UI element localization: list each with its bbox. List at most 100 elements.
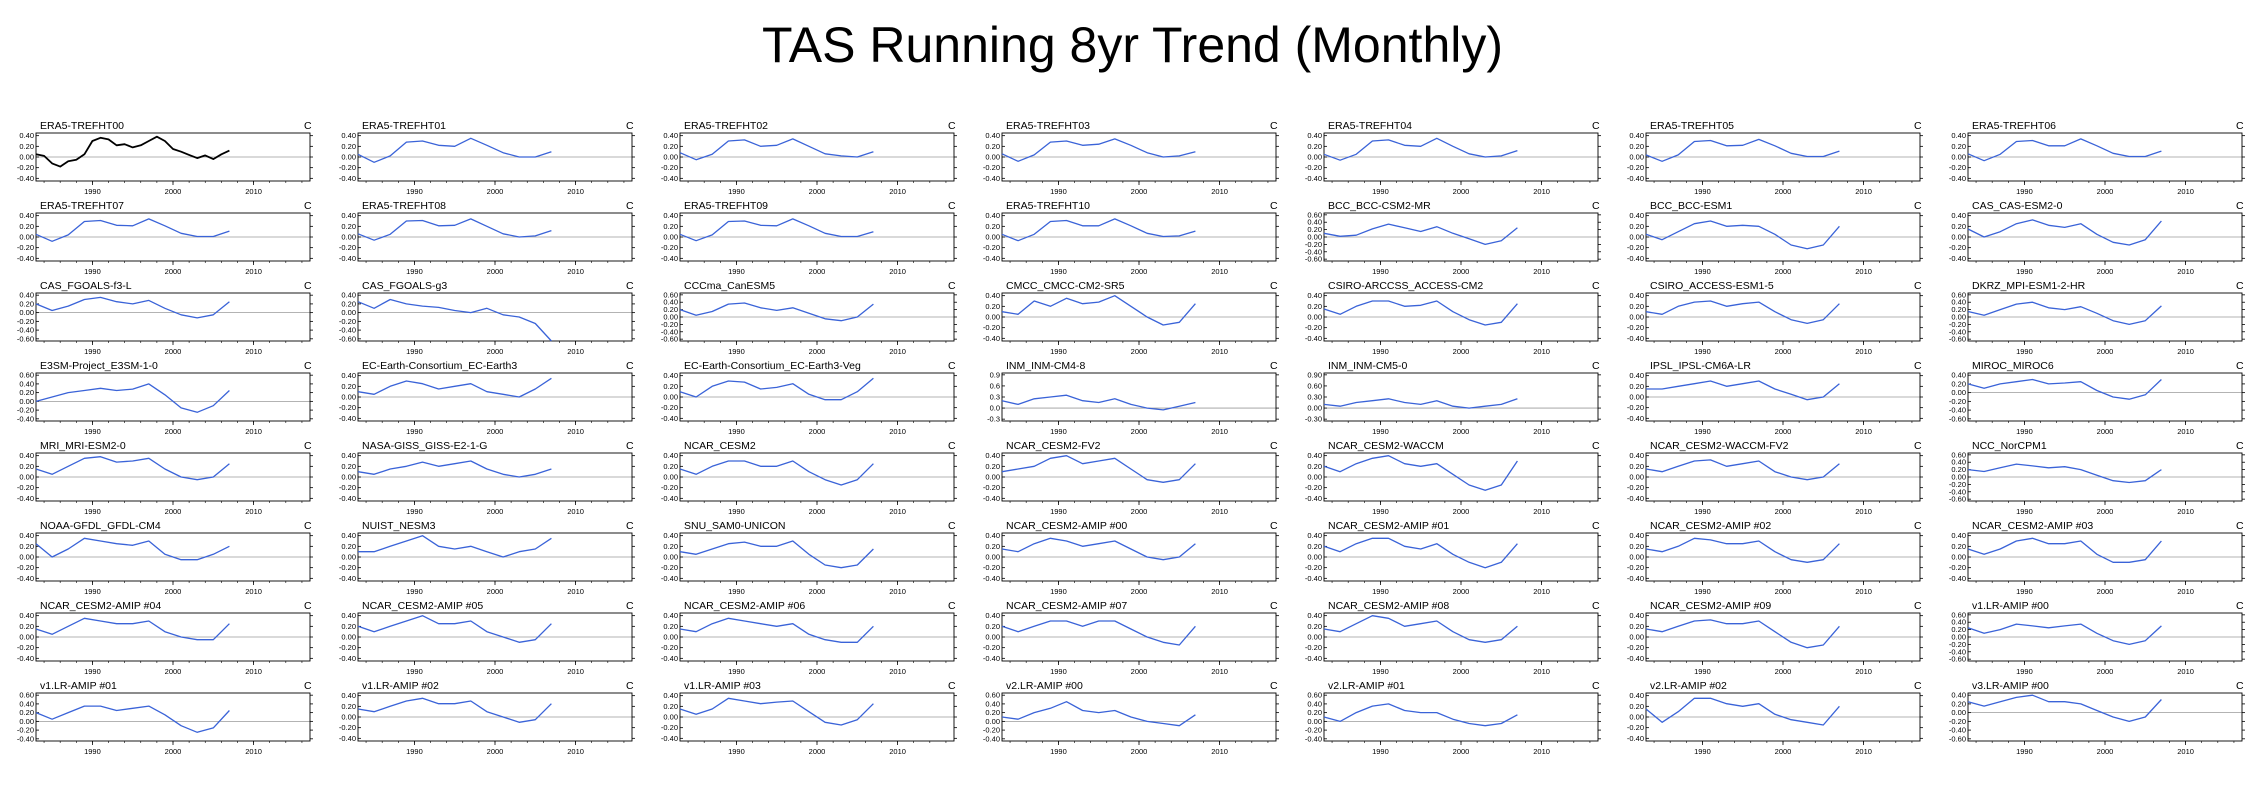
chart-panel: v2.LR-AMIP #00 C 0.60 0.40 0.20 0.00 -0.20 -0.4… — [980, 680, 1280, 762]
series-line — [357, 697, 552, 723]
y-tick-label: 0.3 — [990, 393, 1000, 402]
chart-panel: ERA5-TREFHT03 C 0.40 0.20 0.00 -0.20 -0.40 1990… — [980, 120, 1280, 202]
chart-panel: BCC_BCC-CSM2-MR C 0.60 0.40 0.20 0.00 -0.20 -0.… — [1302, 200, 1602, 282]
y-tick-label: -0.20 — [339, 563, 356, 572]
y-tick-label: -0.60 — [339, 334, 356, 343]
y-tick-label: -0.40 — [1949, 487, 1966, 496]
chart-panel: NASA-GISS_GISS-E2-1-G C 0.40 0.20 0.00 -0.20 -… — [336, 440, 636, 522]
y-tick-label: 0.00 — [1629, 393, 1644, 402]
x-tick-label: 2000 — [1775, 267, 1792, 276]
x-tick-label: 2010 — [2177, 587, 2194, 596]
x-tick-label: 2000 — [487, 747, 504, 756]
y-tick-label: -0.40 — [661, 174, 678, 183]
x-tick-label: 1990 — [1372, 587, 1389, 596]
x-tick-label: 2010 — [889, 427, 906, 436]
series-line — [1967, 378, 2162, 400]
x-tick-label: 2000 — [487, 347, 504, 356]
panel-unit-label: C — [2236, 200, 2244, 212]
y-tick-label: 0.20 — [663, 702, 678, 711]
y-tick-label: -0.20 — [1627, 723, 1644, 732]
chart-panel: NCAR_CESM2-AMIP #03 C 0.40 0.20 0.00 -0.20 -0.… — [1946, 520, 2246, 602]
x-tick-label: 2000 — [809, 507, 826, 516]
y-tick-label: 0.00 — [341, 633, 356, 642]
x-tick-label: 2000 — [809, 187, 826, 196]
panel-title: NCAR_CESM2-WACCM-FV2 — [1650, 440, 1789, 452]
y-tick-label: -0.20 — [17, 643, 34, 652]
panel-title: ERA5-TREFHT06 — [1972, 120, 2057, 132]
x-tick-label: 2010 — [567, 187, 584, 196]
x-tick-label: 2000 — [2097, 507, 2114, 516]
y-tick-label: 0.00 — [663, 713, 678, 722]
x-tick-label: 1990 — [84, 347, 101, 356]
x-tick-label: 1990 — [1372, 267, 1389, 276]
panel-title: NCAR_CESM2-AMIP #06 — [684, 600, 806, 612]
chart-panel: ERA5-TREFHT05 C 0.40 0.20 0.00 -0.20 -0.40 1990… — [1624, 120, 1924, 202]
panel-unit-label: C — [304, 360, 312, 372]
y-tick-label: 0.00 — [1629, 313, 1644, 322]
series-line — [1967, 301, 2162, 326]
x-tick-label: 2010 — [1533, 507, 1550, 516]
y-tick-label: 0.40 — [1951, 371, 1966, 380]
plot-frame — [1001, 372, 1277, 422]
x-tick-label: 1990 — [84, 747, 101, 756]
panel-unit-label: C — [1592, 520, 1600, 532]
panel-unit-label: C — [626, 680, 634, 692]
chart-panel: v1.LR-AMIP #03 C 0.40 0.20 0.00 -0.20 -0.40 199… — [658, 680, 958, 762]
y-tick-label: 0.20 — [1629, 222, 1644, 231]
y-tick-label: 0.20 — [1951, 542, 1966, 551]
x-tick-label: 2000 — [1453, 427, 1470, 436]
y-tick-label: -0.40 — [983, 254, 1000, 263]
chart-panel: CAS_CAS-ESM2-0 C 0.40 0.20 0.00 -0.20 -0.40 199… — [1946, 200, 2246, 282]
x-tick-label: 2010 — [567, 267, 584, 276]
panel-title: MIROC_MIROC6 — [1972, 360, 2054, 372]
y-tick-label: 0.40 — [341, 611, 356, 620]
y-tick-label: -0.20 — [661, 403, 678, 412]
y-tick-label: 0.20 — [985, 142, 1000, 151]
y-tick-label: 0.40 — [19, 699, 34, 708]
y-tick-label: -0.20 — [661, 320, 678, 329]
series-line — [1001, 295, 1196, 326]
x-tick-label: 2000 — [2097, 587, 2114, 596]
y-tick-label: 0.40 — [663, 531, 678, 540]
chart-panel: INM_INM-CM4-8 C 0.9 0.6 0.3 0.0 -0.3 1990 2000 20… — [980, 360, 1280, 442]
panel-plot: 0.40 0.20 0.00-0.20 -0.40 1990 2000 2010 — [1627, 451, 1923, 516]
x-tick-label: 2000 — [1453, 507, 1470, 516]
y-tick-label: 0.20 — [341, 142, 356, 151]
chart-panel: INM_INM-CM5-0 C 0.90 0.60 0.30 0.00 -0.30 1990 2… — [1302, 360, 1602, 442]
y-tick-label: 0.00 — [1951, 633, 1966, 642]
y-tick-label: -0.20 — [17, 563, 34, 572]
panel-plot: 0.40 0.20 0.00-0.20 -0.40 1990 2000 2010 — [661, 531, 957, 596]
x-tick-label: 1990 — [84, 587, 101, 596]
y-tick-label: 0.40 — [1307, 611, 1322, 620]
panel-title: NOAA-GFDL_GFDL-CM4 — [40, 520, 161, 532]
y-tick-label: -0.20 — [661, 243, 678, 252]
y-tick-label: 0.00 — [1951, 388, 1966, 397]
series-line — [1323, 223, 1518, 246]
y-tick-label: 0.20 — [341, 382, 356, 391]
x-tick-label: 2000 — [1131, 507, 1148, 516]
y-tick-label: 0.40 — [19, 451, 34, 460]
series-line — [357, 298, 552, 342]
panel-unit-label: C — [1270, 200, 1278, 212]
y-tick-label: 0.40 — [663, 451, 678, 460]
x-tick-label: 1990 — [728, 427, 745, 436]
x-tick-label: 1990 — [728, 347, 745, 356]
x-tick-label: 1990 — [728, 507, 745, 516]
y-tick-label: 0.40 — [1951, 531, 1966, 540]
x-tick-label: 2000 — [1131, 187, 1148, 196]
chart-panel: NCAR_CESM2-AMIP #00 C 0.40 0.20 0.00 -0.20 -0.… — [980, 520, 1280, 602]
series-line — [357, 377, 552, 398]
panel-title: v2.LR-AMIP #02 — [1650, 680, 1727, 692]
y-tick-label: -0.40 — [1305, 494, 1322, 503]
panel-plot: 0.40 0.20 0.00-0.20 -0.40 1990 2000 2010 — [1305, 131, 1601, 196]
panel-plot: 0.600.400.200.00-0.20-0.40-0.60 1990 2000 2… — [1305, 210, 1601, 276]
x-tick-label: 2000 — [1775, 427, 1792, 436]
panel-plot: 0.40 0.20 0.00-0.20 -0.40 1990 2000 2010 — [1627, 131, 1923, 196]
series-line — [1001, 620, 1196, 646]
panel-unit-label: C — [1270, 440, 1278, 452]
y-tick-label: -0.20 — [1305, 726, 1322, 735]
chart-panel: v1.LR-AMIP #02 C 0.40 0.20 0.00 -0.20 -0.40 199… — [336, 680, 636, 762]
panel-title: NCC_NorCPM1 — [1972, 440, 2047, 452]
x-tick-label: 2000 — [2097, 427, 2114, 436]
x-tick-label: 2010 — [2177, 427, 2194, 436]
